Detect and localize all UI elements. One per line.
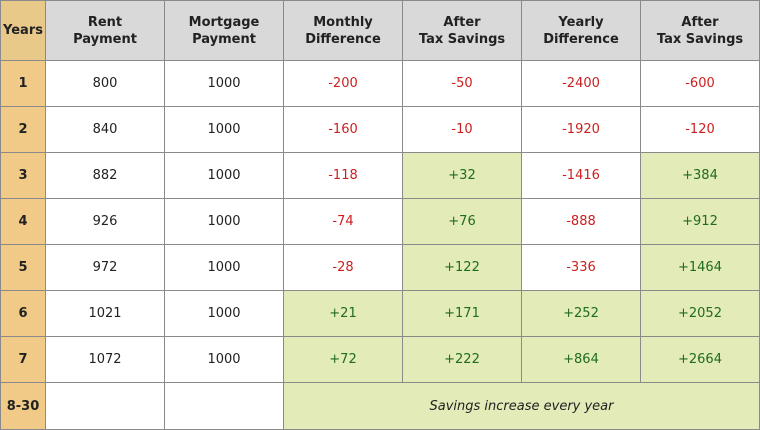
monthly-difference-cell: +72: [283, 336, 403, 383]
yearly-difference-cell: -1920: [521, 106, 641, 153]
mortgage-cell: 1000: [164, 198, 284, 245]
yearly-difference-cell: +864: [521, 336, 641, 383]
year-range-cell: 8-30: [0, 382, 46, 430]
monthly-difference-cell: -160: [283, 106, 403, 153]
header-yearly-after-tax-savings: After Tax Savings: [640, 0, 760, 61]
yearly-difference-cell: -888: [521, 198, 641, 245]
header-monthly-after-tax-savings: After Tax Savings: [402, 0, 522, 61]
year-cell: 2: [0, 106, 46, 153]
yearly-difference-cell: +252: [521, 290, 641, 337]
empty-mortgage-cell: [164, 382, 284, 430]
mortgage-cell: 1000: [164, 244, 284, 291]
mortgage-cell: 1000: [164, 336, 284, 383]
yearly-difference-cell: -2400: [521, 60, 641, 107]
mortgage-cell: 1000: [164, 106, 284, 153]
header-yearly-difference: Yearly Difference: [521, 0, 641, 61]
table-row-summary: 8-30 Savings increase every year: [0, 382, 760, 430]
year-cell: 7: [0, 336, 46, 383]
monthly-after-tax-cell: +76: [402, 198, 522, 245]
monthly-difference-cell: -74: [283, 198, 403, 245]
table-row: 4 926 1000 -74 +76 -888 +912: [0, 198, 760, 245]
monthly-after-tax-cell: +171: [402, 290, 522, 337]
yearly-after-tax-cell: -120: [640, 106, 760, 153]
monthly-after-tax-cell: +222: [402, 336, 522, 383]
monthly-difference-cell: -118: [283, 152, 403, 199]
table-row: 6 1021 1000 +21 +171 +252 +2052: [0, 290, 760, 337]
monthly-after-tax-cell: -50: [402, 60, 522, 107]
monthly-after-tax-cell: +32: [402, 152, 522, 199]
table-row: 2 840 1000 -160 -10 -1920 -120: [0, 106, 760, 153]
rent-cell: 972: [45, 244, 165, 291]
yearly-difference-cell: -1416: [521, 152, 641, 199]
yearly-after-tax-cell: -600: [640, 60, 760, 107]
empty-rent-cell: [45, 382, 165, 430]
header-mortgage-payment: Mortgage Payment: [164, 0, 284, 61]
year-cell: 1: [0, 60, 46, 107]
yearly-after-tax-cell: +384: [640, 152, 760, 199]
monthly-difference-cell: -200: [283, 60, 403, 107]
yearly-after-tax-cell: +2052: [640, 290, 760, 337]
header-row: Years Rent Payment Mortgage Payment Monthl…: [0, 0, 760, 61]
mortgage-cell: 1000: [164, 152, 284, 199]
monthly-after-tax-cell: -10: [402, 106, 522, 153]
header-rent-payment: Rent Payment: [45, 0, 165, 61]
table-row: 5 972 1000 -28 +122 -336 +1464: [0, 244, 760, 291]
rent-cell: 840: [45, 106, 165, 153]
rent-cell: 926: [45, 198, 165, 245]
rent-cell: 1021: [45, 290, 165, 337]
header-years: Years: [0, 0, 46, 61]
header-monthly-difference: Monthly Difference: [283, 0, 403, 61]
monthly-after-tax-cell: +122: [402, 244, 522, 291]
year-cell: 3: [0, 152, 46, 199]
table-row: 3 882 1000 -118 +32 -1416 +384: [0, 152, 760, 199]
savings-note: Savings increase every year: [283, 382, 760, 430]
table-row: 1 800 1000 -200 -50 -2400 -600: [0, 60, 760, 107]
yearly-after-tax-cell: +1464: [640, 244, 760, 291]
monthly-difference-cell: -28: [283, 244, 403, 291]
yearly-after-tax-cell: +2664: [640, 336, 760, 383]
table-row: 7 1072 1000 +72 +222 +864 +2664: [0, 336, 760, 383]
year-cell: 5: [0, 244, 46, 291]
rent-cell: 882: [45, 152, 165, 199]
yearly-after-tax-cell: +912: [640, 198, 760, 245]
rent-cell: 1072: [45, 336, 165, 383]
year-cell: 6: [0, 290, 46, 337]
year-cell: 4: [0, 198, 46, 245]
rent-cell: 800: [45, 60, 165, 107]
monthly-difference-cell: +21: [283, 290, 403, 337]
mortgage-cell: 1000: [164, 290, 284, 337]
mortgage-cell: 1000: [164, 60, 284, 107]
yearly-difference-cell: -336: [521, 244, 641, 291]
